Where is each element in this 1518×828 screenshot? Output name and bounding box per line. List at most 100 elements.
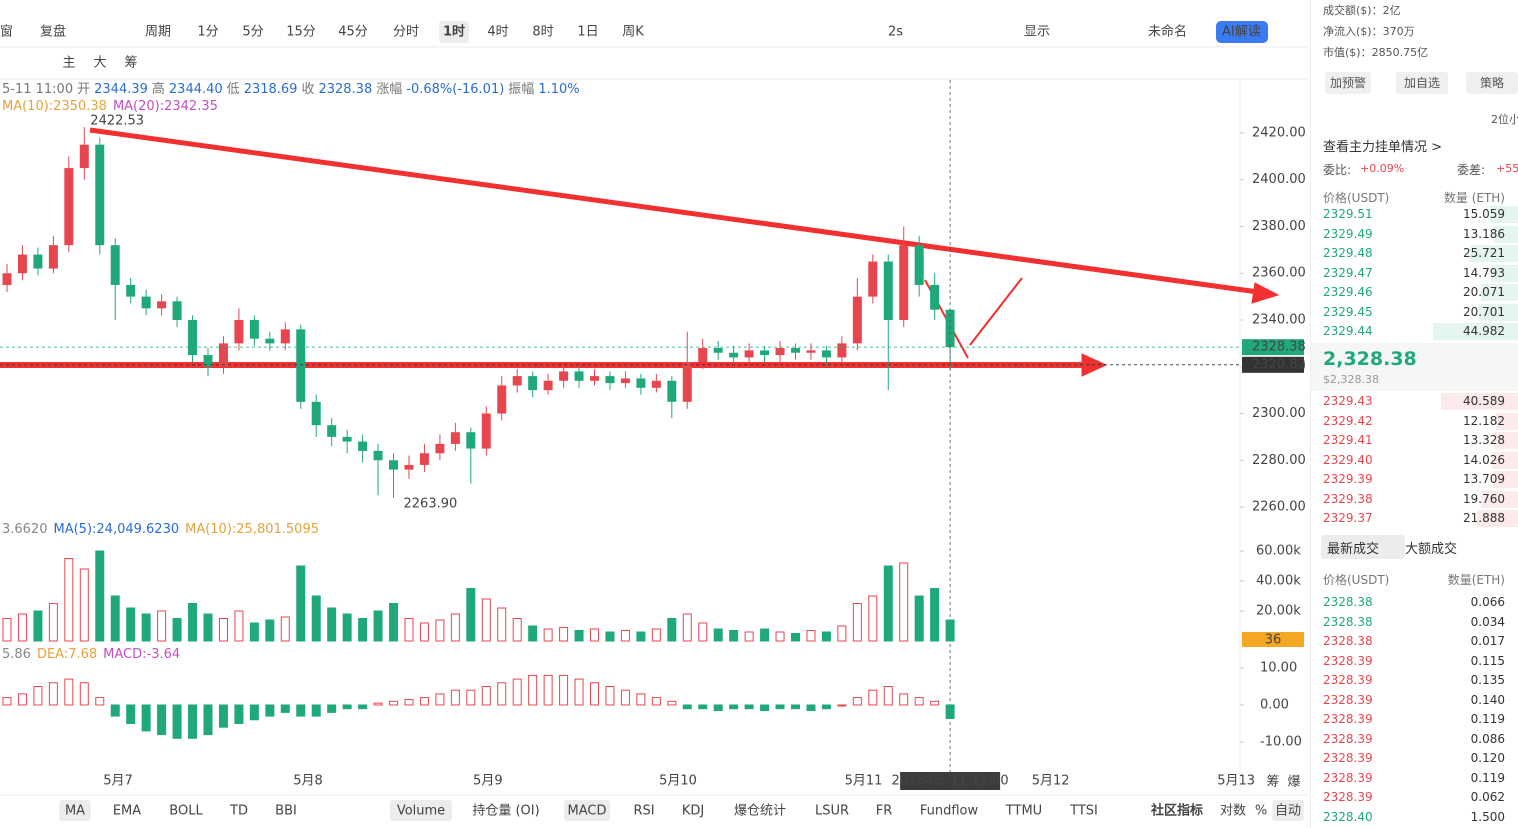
period-tab[interactable]: 1分 [197, 25, 218, 40]
depth-bar [1495, 412, 1518, 430]
tool-toggle[interactable]: 大 [93, 56, 106, 71]
macd-bar [744, 704, 754, 710]
candle-body [590, 376, 600, 381]
macd-bar [358, 704, 368, 710]
volume-bar [760, 628, 770, 642]
indicator-tab[interactable]: Fundflow [920, 804, 979, 819]
book-price: 2329.44 [1323, 324, 1373, 338]
toolbar-item[interactable]: 显示 [1024, 25, 1050, 40]
toolbar-item[interactable]: 2s [888, 25, 903, 40]
price-tag-label: 2320.82 [1252, 357, 1306, 372]
y-tick-label: 10.00 [1260, 660, 1297, 675]
period-selected-bg [439, 21, 469, 43]
volume-bar [914, 595, 924, 642]
toolbar-item[interactable]: 复盘 [40, 24, 66, 40]
depth-link[interactable]: 查看主力挂单情况 > [1323, 140, 1443, 155]
depth-bar [1490, 206, 1518, 223]
candle-body [218, 343, 228, 367]
indicator-tab[interactable]: 社区指标 [1150, 803, 1203, 819]
candle-body [110, 245, 120, 285]
candle-body [404, 464, 414, 470]
depth-bar [1492, 451, 1518, 469]
indicator-tab[interactable]: FR [876, 804, 893, 819]
toolbar-item[interactable]: AI解读 [1222, 25, 1261, 40]
tool-toggle[interactable]: 筹 [124, 55, 137, 71]
period-tab[interactable]: 4时 [487, 25, 508, 40]
volume-bar [620, 630, 630, 642]
info-item: 涨幅 [376, 82, 402, 97]
book-qty: 44.982 [1463, 324, 1505, 338]
macd-bar [636, 693, 646, 706]
indicator-tab[interactable]: LSUR [815, 804, 849, 819]
toolbar-item[interactable]: 窗 [0, 24, 13, 40]
button[interactable]: 加预警 [1325, 72, 1371, 94]
period-tab[interactable]: 15分 [286, 25, 316, 40]
period-tab[interactable]: 分时 [393, 25, 419, 40]
period-tab[interactable]: 8时 [532, 25, 553, 40]
candle-body [868, 261, 878, 297]
trade-price: 2328.39 [1323, 653, 1373, 668]
volume-bar [218, 618, 228, 642]
indicator-tab[interactable]: 自动 [1275, 804, 1301, 819]
indicator-tab[interactable]: MA [65, 804, 85, 819]
indicator-tab[interactable]: BBI [275, 804, 297, 819]
volume-bar [157, 610, 167, 642]
period-tab[interactable]: 1时 [443, 24, 465, 40]
trade-price: 2328.38 [1323, 595, 1373, 609]
volume-bar [883, 565, 893, 642]
macd-bar [234, 704, 244, 724]
volume-bar [528, 625, 538, 642]
trade-tab[interactable]: 大额成交 [1405, 542, 1458, 557]
candle-body [497, 385, 507, 414]
macd-bar [605, 685, 615, 706]
trade-tab[interactable]: 最新成交 [1327, 542, 1380, 557]
button[interactable]: 策略 [1466, 72, 1518, 94]
macd-bar [883, 685, 893, 706]
candle-body [651, 380, 661, 388]
toolbar-item[interactable]: 周期 [145, 25, 171, 40]
indicator-tab[interactable]: BOLL [169, 804, 203, 819]
indicator-tab[interactable]: 持仓量 (OI) [472, 804, 539, 819]
macd-bar [218, 704, 228, 728]
period-tab[interactable]: 5分 [242, 25, 263, 40]
period-tab[interactable]: 周K [622, 25, 644, 40]
macd-bar [806, 704, 816, 712]
indicator-tab[interactable]: KDJ [682, 804, 704, 819]
tab-bg [1321, 535, 1405, 559]
indicator-tab[interactable]: RSI [633, 804, 654, 819]
indicator-tab[interactable]: TTMU [1005, 804, 1042, 819]
tool-toggle[interactable]: 主 [62, 56, 75, 71]
col-header: 数量(ETH) [1447, 573, 1505, 587]
depth-bar [1493, 432, 1518, 449]
indicator-tab[interactable]: MACD [568, 804, 607, 819]
y-tick-label: 2300.00 [1252, 406, 1306, 421]
period-tab[interactable]: 45分 [338, 25, 368, 40]
candle-body [883, 261, 893, 320]
macd-bar [466, 689, 476, 706]
period-tab[interactable]: 1日 [577, 25, 598, 40]
candle-body [806, 350, 816, 353]
indicator-tab[interactable]: TD [229, 804, 248, 819]
indicator-tab[interactable]: 对数 [1220, 804, 1246, 819]
macd-bar [590, 682, 600, 706]
candle-body [899, 245, 909, 320]
indicator-selected-bg [564, 800, 610, 821]
macd-bar [141, 704, 151, 732]
macd-bar [2, 697, 12, 706]
depth-bar [1441, 393, 1518, 410]
indicator-tab[interactable]: Volume [397, 804, 445, 819]
indicator-tab[interactable]: TTSI [1069, 804, 1098, 819]
macd-bar [79, 682, 89, 706]
indicator-tab[interactable]: EMA [113, 804, 141, 819]
axis-tool[interactable]: 筹 [1266, 774, 1279, 790]
book-price: 2329.45 [1323, 304, 1373, 319]
indicator-tab[interactable]: % [1255, 804, 1267, 819]
macd-bar [311, 704, 321, 717]
precision[interactable]: 2位小 [1491, 113, 1518, 126]
macd-bar [64, 678, 74, 706]
indicator-tab[interactable]: 爆仓统计 [734, 804, 786, 819]
macd-bar [945, 704, 955, 719]
axis-tool[interactable]: 爆 [1287, 775, 1300, 790]
button[interactable]: 加自选 [1396, 72, 1448, 94]
toolbar-item[interactable]: 未命名 [1148, 24, 1187, 40]
